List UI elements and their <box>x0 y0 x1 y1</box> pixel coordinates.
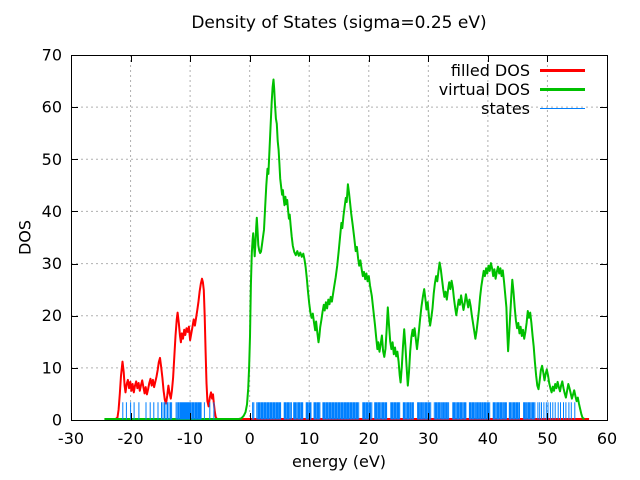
y-tick-label: 30 <box>42 254 62 273</box>
legend-item-states: states <box>481 99 585 118</box>
x-tick-label: 30 <box>418 429 438 448</box>
legend: filled DOS virtual DOS states <box>439 61 585 118</box>
legend-label-filled-dos: filled DOS <box>450 61 530 80</box>
chart-title: Density of States (sigma=0.25 eV) <box>191 13 487 33</box>
x-tick-label: 40 <box>478 429 498 448</box>
y-tick-label: 20 <box>42 306 62 325</box>
x-tick-label: -30 <box>58 429 84 448</box>
legend-item-filled-dos: filled DOS <box>451 61 585 80</box>
y-tick-label: 0 <box>52 411 62 430</box>
x-tick-label: 50 <box>537 429 557 448</box>
x-tick-label: 20 <box>359 429 379 448</box>
states-impulses <box>122 402 576 420</box>
x-tick-label: 10 <box>299 429 319 448</box>
x-tick-label: -10 <box>177 429 203 448</box>
legend-line-sample-blue <box>540 108 585 109</box>
filled-dos-curve <box>115 277 590 420</box>
legend-line-sample-red <box>540 69 585 72</box>
y-tick-label: 40 <box>42 202 62 221</box>
plot-border <box>71 55 608 421</box>
legend-label-virtual-dos: virtual DOS <box>438 80 530 99</box>
y-tick-label: 60 <box>42 98 62 117</box>
y-axis-label: DOS <box>15 219 35 256</box>
y-tick-label: 50 <box>42 150 62 169</box>
y-tick-label: 70 <box>42 46 62 65</box>
legend-line-sample-green <box>540 88 585 91</box>
legend-label-states: states <box>481 99 530 118</box>
x-tick-label: 60 <box>597 429 617 448</box>
x-tick-label: -20 <box>117 429 143 448</box>
y-tick-label: 10 <box>42 358 62 377</box>
x-tick-label: 0 <box>245 429 255 448</box>
virtual-dos-curve <box>104 78 585 420</box>
x-axis-label: energy (eV) <box>291 452 387 471</box>
legend-item-virtual-dos: virtual DOS <box>439 80 585 99</box>
